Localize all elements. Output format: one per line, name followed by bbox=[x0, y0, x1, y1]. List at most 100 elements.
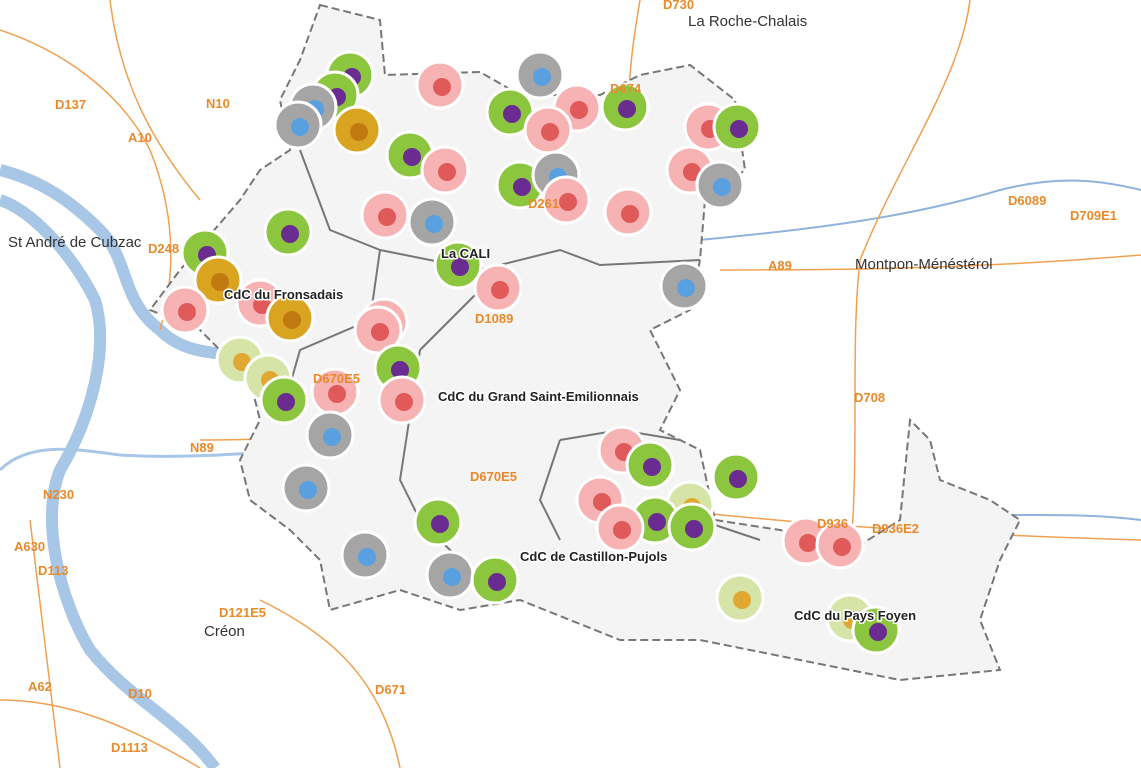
road-label: D730 bbox=[663, 0, 694, 12]
marker-icon bbox=[488, 573, 506, 591]
road-label: N89 bbox=[190, 440, 214, 455]
marker-icon bbox=[253, 296, 271, 314]
map-marker[interactable] bbox=[332, 105, 382, 155]
map-marker[interactable] bbox=[281, 463, 331, 513]
marker-icon bbox=[299, 481, 317, 499]
marker-icon bbox=[799, 534, 817, 552]
road-label: D674 bbox=[610, 81, 642, 96]
road-labels: D730 D137 N10 A10 D674 D6089 D709E1 D248… bbox=[14, 0, 1117, 755]
territory-labels: CdC du Fronsadais La CALI CdC du Grand S… bbox=[223, 245, 918, 625]
marker-icon bbox=[350, 123, 368, 141]
road-label: A89 bbox=[768, 258, 792, 273]
marker-icon bbox=[281, 225, 299, 243]
marker-icon bbox=[323, 428, 341, 446]
territory-label: CdC du Fronsadais bbox=[224, 287, 343, 302]
map-marker[interactable] bbox=[413, 497, 463, 547]
road-label: D936E2 bbox=[872, 521, 919, 536]
road-label: A630 bbox=[14, 539, 45, 554]
map-marker[interactable] bbox=[851, 605, 901, 655]
map-marker[interactable] bbox=[263, 207, 313, 257]
territory-label: CdC du Grand Saint-Emilionnais bbox=[438, 389, 639, 404]
marker-icon bbox=[541, 123, 559, 141]
map-marker[interactable] bbox=[415, 60, 465, 110]
map-marker[interactable] bbox=[353, 305, 403, 355]
map-marker[interactable] bbox=[515, 50, 565, 100]
map-marker[interactable] bbox=[259, 375, 309, 425]
map-marker[interactable] bbox=[470, 555, 520, 605]
road-label: N230 bbox=[43, 487, 74, 502]
road-label: D137 bbox=[55, 97, 86, 112]
markers bbox=[160, 50, 901, 655]
marker-icon bbox=[438, 163, 456, 181]
marker-icon bbox=[277, 393, 295, 411]
map-marker[interactable] bbox=[360, 190, 410, 240]
marker-icon bbox=[683, 163, 701, 181]
map-marker[interactable] bbox=[340, 530, 390, 580]
map-marker[interactable] bbox=[815, 520, 865, 570]
map-marker[interactable] bbox=[667, 502, 717, 552]
marker-icon bbox=[733, 591, 751, 609]
map-marker[interactable] bbox=[659, 261, 709, 311]
map-marker[interactable] bbox=[193, 255, 243, 305]
map-marker[interactable] bbox=[603, 187, 653, 237]
marker-icon bbox=[431, 515, 449, 533]
marker-icon bbox=[730, 120, 748, 138]
marker-icon bbox=[570, 101, 588, 119]
map-marker[interactable] bbox=[160, 285, 210, 335]
marker-icon bbox=[833, 538, 851, 556]
marker-icon bbox=[378, 208, 396, 226]
map-marker[interactable] bbox=[712, 102, 762, 152]
road-label: D113 bbox=[38, 563, 68, 578]
marker-icon bbox=[533, 68, 551, 86]
map-marker[interactable] bbox=[625, 440, 675, 490]
marker-icon bbox=[648, 513, 666, 531]
marker-icon bbox=[443, 568, 461, 586]
map-marker[interactable] bbox=[711, 452, 761, 502]
marker-icon bbox=[451, 258, 469, 276]
map-marker[interactable] bbox=[305, 410, 355, 460]
territory-label: CdC du Pays Foyen bbox=[794, 608, 916, 623]
marker-icon bbox=[395, 393, 413, 411]
road-label: D1113 bbox=[111, 740, 148, 755]
road-label: D708 bbox=[854, 390, 885, 405]
map-marker[interactable] bbox=[485, 87, 535, 137]
marker-icon bbox=[869, 623, 887, 641]
place-label: St André de Cubzac bbox=[8, 234, 142, 251]
road-label: D6089 bbox=[1008, 193, 1046, 208]
road-label: D121E5 bbox=[219, 605, 266, 620]
map-marker[interactable] bbox=[377, 375, 427, 425]
map-marker[interactable] bbox=[473, 263, 523, 313]
map-marker[interactable] bbox=[407, 197, 457, 247]
map-marker[interactable] bbox=[265, 293, 315, 343]
map-marker[interactable] bbox=[273, 100, 323, 150]
road-label: N10 bbox=[206, 96, 230, 111]
map-marker[interactable] bbox=[523, 105, 573, 155]
marker-icon bbox=[643, 458, 661, 476]
marker-icon bbox=[491, 281, 509, 299]
marker-icon bbox=[621, 205, 639, 223]
map-marker[interactable] bbox=[541, 175, 591, 225]
place-labels: La Roche-Chalais St André de Cubzac Mont… bbox=[8, 13, 993, 640]
map-marker[interactable] bbox=[425, 550, 475, 600]
map-marker[interactable] bbox=[595, 503, 645, 553]
marker-icon bbox=[211, 273, 229, 291]
road-label: D709E1 bbox=[1070, 208, 1117, 223]
map-marker[interactable] bbox=[695, 160, 745, 210]
road-label: D10 bbox=[128, 686, 152, 701]
road-label: D248 bbox=[148, 241, 179, 256]
marker-icon bbox=[513, 178, 531, 196]
marker-icon bbox=[559, 193, 577, 211]
map-marker[interactable] bbox=[433, 240, 483, 290]
map-marker[interactable] bbox=[600, 82, 650, 132]
map-marker[interactable] bbox=[715, 573, 765, 623]
marker-icon bbox=[503, 105, 521, 123]
road-label: A10 bbox=[128, 130, 152, 145]
marker-icon bbox=[593, 493, 611, 511]
road-label: D1089 bbox=[475, 311, 513, 326]
map-marker[interactable] bbox=[420, 145, 470, 195]
marker-icon bbox=[328, 385, 346, 403]
marker-icon bbox=[291, 118, 309, 136]
road-label: A62 bbox=[28, 679, 52, 694]
marker-icon bbox=[618, 100, 636, 118]
